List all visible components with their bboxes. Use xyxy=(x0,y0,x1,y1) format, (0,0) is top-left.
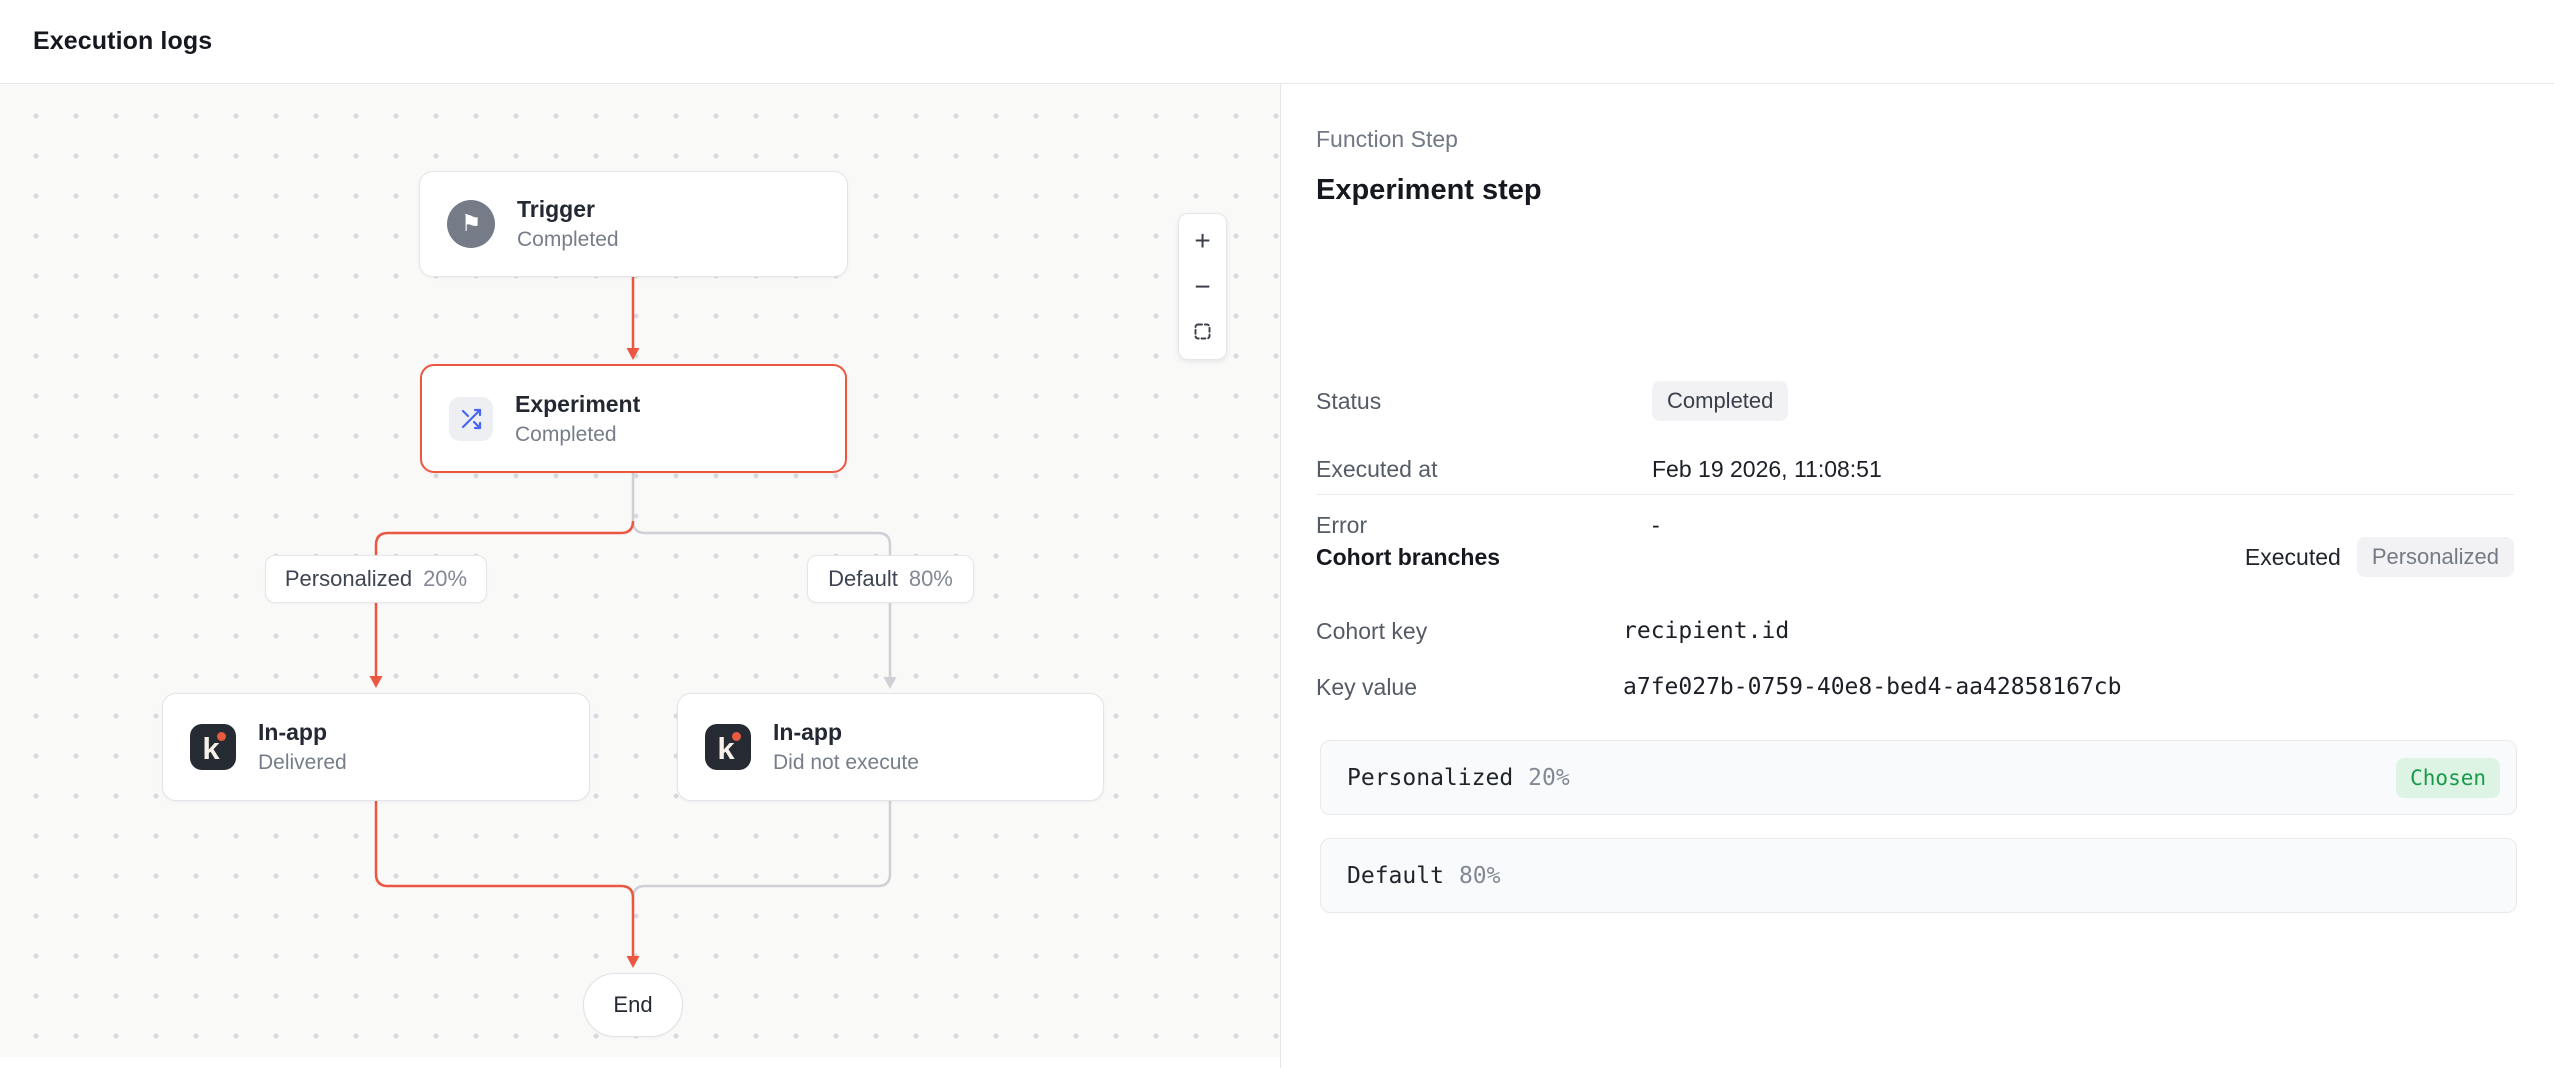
node-trigger[interactable]: ⚑ Trigger Completed xyxy=(419,171,848,277)
error-row: Error - xyxy=(1316,502,2514,548)
branch-label-default: Default 80% xyxy=(807,555,974,603)
branch-name: Personalized xyxy=(1347,764,1514,791)
zoom-in-icon: + xyxy=(1194,224,1211,256)
branch-result-default: Default 80% xyxy=(1320,838,2517,913)
node-inapp-skipped[interactable]: k In-app Did not execute xyxy=(677,693,1104,801)
canvas-zoom-controls: + − xyxy=(1178,213,1227,360)
panel-divider xyxy=(1316,494,2514,495)
status-row: Status Completed xyxy=(1316,378,2514,424)
step-title: Experiment step xyxy=(1316,174,1542,206)
canvas-bottom-strip xyxy=(0,1057,1280,1068)
node-experiment-title: Experiment xyxy=(515,390,641,417)
node-experiment[interactable]: Experiment Completed xyxy=(420,364,847,473)
edge-red-group xyxy=(374,277,635,956)
executed-branch-badge: Personalized xyxy=(2356,537,2514,577)
cohort-key-row: Cohort key recipient.id xyxy=(1316,608,2514,654)
node-inapp-delivered[interactable]: k In-app Delivered xyxy=(162,693,590,801)
cohort-key-value: recipient.id xyxy=(1623,618,1790,644)
error-value: - xyxy=(1652,511,1660,538)
status-badge: Completed xyxy=(1652,381,1789,421)
arrowheads-red xyxy=(369,348,640,968)
arrowhead-gray xyxy=(883,677,897,689)
branch-percent: 80% xyxy=(1458,862,1501,889)
key-value-row: Key value a7fe027b-0759-40e8-bed4-aa4285… xyxy=(1316,664,2514,710)
flag-icon: ⚑ xyxy=(447,200,495,248)
knock-logo-dot xyxy=(732,732,741,741)
workflow-edges xyxy=(369,277,897,968)
step-details-panel: Function Step Experiment step Status Com… xyxy=(1281,84,2554,1068)
edge-gray-group xyxy=(631,473,892,906)
top-bar: Execution logs xyxy=(0,0,2554,84)
knock-logo-dot xyxy=(217,732,226,741)
shuffle-icon xyxy=(449,396,493,441)
step-type-label: Function Step xyxy=(1316,126,1458,152)
branch-name: Default xyxy=(1347,862,1444,889)
knock-logo-icon: k xyxy=(190,724,236,770)
branch-result-personalized: Personalized 20% Chosen xyxy=(1320,740,2517,815)
node-inapp-skipped-status: Did not execute xyxy=(773,751,919,774)
cohort-branches-heading: Cohort branches xyxy=(1316,543,1501,570)
zoom-in-button[interactable]: + xyxy=(1179,224,1226,257)
status-label: Status xyxy=(1316,387,1382,414)
edge-experiment-to-personalized xyxy=(374,520,635,677)
workflow-canvas[interactable]: ⚑ Trigger Completed Experiment Completed… xyxy=(0,84,1281,1068)
node-trigger-title: Trigger xyxy=(517,196,595,222)
executed-branch-label: Executed xyxy=(2244,543,2341,570)
branch-label-personalized: Personalized 20% xyxy=(265,555,487,603)
branch-percent: 20% xyxy=(1528,764,1570,791)
fit-view-button[interactable] xyxy=(1179,316,1226,349)
node-inapp-skipped-title: In-app xyxy=(773,719,842,745)
node-inapp-delivered-status: Delivered xyxy=(258,751,347,774)
key-value-value: a7fe027b-0759-40e8-bed4-aa42858167cb xyxy=(1623,674,2122,700)
knock-logo-icon: k xyxy=(705,724,751,770)
node-trigger-status: Completed xyxy=(517,228,619,251)
cohort-key-label: Cohort key xyxy=(1316,617,1428,644)
edge-default-to-merge xyxy=(631,801,892,906)
fit-view-icon xyxy=(1192,317,1213,349)
node-experiment-status: Completed xyxy=(515,422,617,446)
chosen-badge: Chosen xyxy=(2396,757,2500,798)
executed-at-value: Feb 19 2026, 11:08:51 xyxy=(1652,455,1882,482)
zoom-out-icon: − xyxy=(1194,270,1211,302)
page-title: Execution logs xyxy=(33,27,213,55)
executed-at-row: Executed at Feb 19 2026, 11:08:51 xyxy=(1316,446,2514,492)
executed-at-label: Executed at xyxy=(1316,455,1438,482)
cohort-branches-header: Cohort branches Executed Personalized xyxy=(1316,534,2514,580)
node-end: End xyxy=(583,973,683,1037)
key-value-label: Key value xyxy=(1316,673,1418,700)
error-label: Error xyxy=(1316,511,1368,538)
node-inapp-delivered-title: In-app xyxy=(258,719,327,745)
edge-personalized-to-end xyxy=(374,801,635,956)
zoom-out-button[interactable]: − xyxy=(1179,270,1226,303)
